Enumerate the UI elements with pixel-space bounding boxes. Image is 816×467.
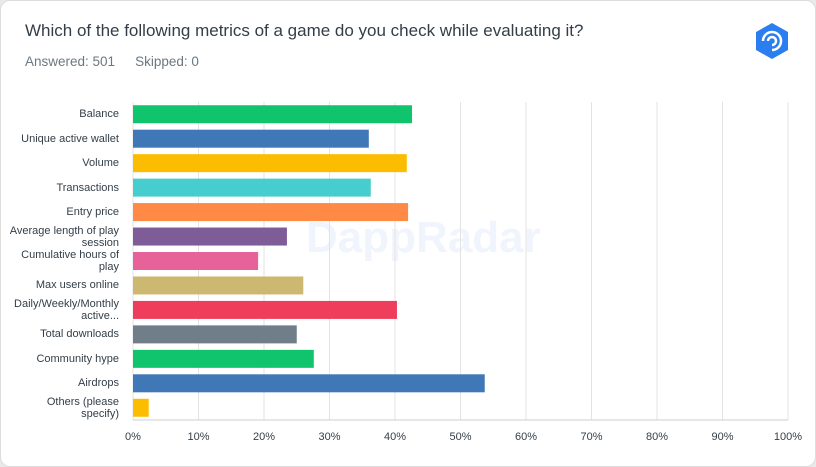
bar: [133, 276, 304, 295]
skipped: Skipped: 0: [135, 54, 199, 69]
bar: [133, 252, 259, 270]
y-tick-label: Unique active wallet: [21, 132, 119, 145]
x-tick-label: 90%: [711, 431, 733, 443]
bar: [133, 398, 149, 417]
logo: [756, 23, 788, 59]
x-tick-label: 70%: [580, 431, 602, 443]
y-tick-label: Cumulative hours of play: [21, 249, 119, 273]
y-tick-label: Balance: [79, 108, 119, 121]
bar: [133, 105, 413, 124]
y-tick-label: Entry price: [66, 206, 119, 219]
x-tick-label: 10%: [187, 431, 209, 443]
title: Which of the following metrics of a game…: [25, 21, 584, 40]
y-tick-label: Daily/Weekly/Monthly active...: [14, 297, 119, 322]
x-tick-label: 50%: [449, 431, 471, 443]
y-tick-label: Total downloads: [40, 328, 119, 341]
x-tick-label: 40%: [384, 431, 406, 443]
x-tick-label: 60%: [515, 431, 537, 443]
x-tick-label: 30%: [318, 431, 340, 443]
y-tick-label: Volume: [82, 157, 119, 170]
bar: [133, 203, 409, 222]
bar: [133, 129, 369, 148]
y-tick-label: Transactions: [56, 181, 119, 194]
meta: Answered: 501 Skipped: 0: [25, 54, 219, 69]
x-tick-label: 80%: [646, 431, 668, 443]
y-tick-label: Others (please specify): [46, 395, 119, 420]
x-tick-label: 100%: [774, 431, 802, 443]
bar: [133, 349, 314, 368]
bar: [133, 227, 287, 246]
y-tick-label: Max users online: [35, 279, 119, 292]
watermark: DappRadar: [306, 213, 541, 262]
x-tick-label: 20%: [253, 431, 275, 443]
bar: [133, 374, 485, 393]
y-tick-label: Community hype: [36, 352, 119, 365]
bar: [133, 325, 297, 344]
bar: [133, 154, 407, 173]
y-tick-label: Average length of play session: [9, 224, 119, 249]
answered: Answered: 501: [25, 54, 116, 69]
y-tick-label: Airdrops: [78, 377, 119, 390]
x-tick-label: 0%: [125, 431, 141, 443]
bar: [133, 178, 371, 197]
bar: [133, 300, 397, 319]
